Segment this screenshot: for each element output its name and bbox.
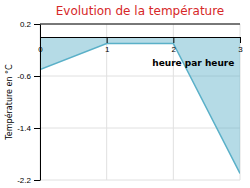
tick-label: -2.2 — [17, 176, 31, 185]
y-axis-title: Température en °C — [4, 64, 14, 141]
tick: 0 — [38, 37, 43, 54]
tick-mark — [34, 128, 40, 129]
tick-mark — [107, 37, 108, 43]
title: Evolution de la température — [56, 4, 225, 18]
tick-label: -0.6 — [17, 72, 31, 81]
grid — [40, 24, 240, 180]
tick-mark — [34, 76, 40, 77]
tick: 1 — [105, 37, 110, 54]
tick: 2 — [172, 37, 177, 54]
line — [40, 44, 240, 174]
axis-line — [41, 37, 241, 38]
chart: 0.2 -0.6 -1.4 -2.2 0 1 2 3 heure par heure Evolut… — [0, 0, 250, 188]
grid-line — [40, 24, 240, 25]
tick: 3 — [238, 37, 243, 54]
tick-mark — [173, 37, 174, 43]
data — [40, 37, 240, 174]
grid-line — [40, 128, 240, 129]
tick-mark — [34, 24, 40, 25]
tick-label: 3 — [238, 45, 243, 54]
tick: -1.4 — [17, 124, 40, 133]
tick-label: -1.4 — [17, 124, 31, 133]
tick-label: 1 — [105, 45, 110, 54]
top-border — [40, 24, 240, 25]
tick-mark — [240, 37, 241, 43]
tick-label: 2 — [172, 45, 177, 54]
tick-mark — [34, 180, 40, 181]
tick-label: 0.2 — [20, 20, 32, 29]
tick: 0.2 — [20, 20, 40, 29]
plot: 0.2 -0.6 -1.4 -2.2 0 1 2 3 heure par heure — [17, 20, 243, 185]
x-axis: 0 1 2 3 — [38, 37, 243, 54]
area — [40, 37, 240, 174]
tick-label: 0 — [38, 45, 43, 54]
y-axis: 0.2 -0.6 -1.4 -2.2 — [17, 20, 40, 185]
grid-line — [40, 180, 240, 181]
tick: -0.6 — [17, 72, 40, 81]
tick-mark — [40, 37, 41, 43]
annotation: heure par heure — [152, 58, 234, 68]
tick: -2.2 — [17, 176, 40, 185]
